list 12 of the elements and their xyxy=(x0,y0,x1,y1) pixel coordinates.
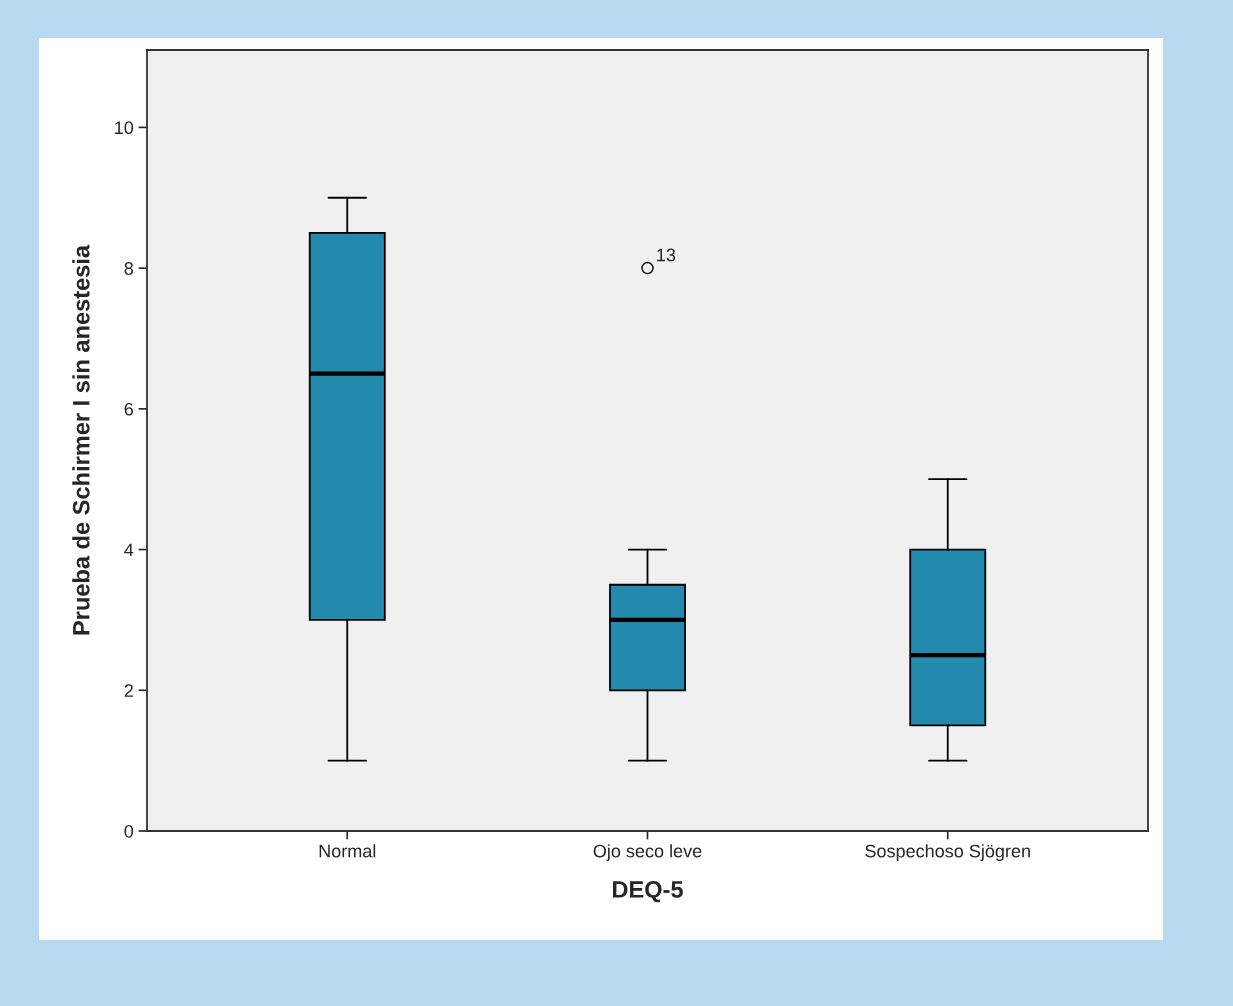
y-tick-label: 6 xyxy=(124,402,134,416)
x-tick-label: Sospechoso Sjögren xyxy=(865,844,1030,862)
y-tick-label: 0 xyxy=(124,824,134,838)
x-tick-label: Ojo seco leve xyxy=(593,844,702,862)
y-tick-label: 4 xyxy=(124,543,134,557)
y-tick-label: 10 xyxy=(115,121,134,135)
annotation: 13 xyxy=(657,248,676,262)
y-tick-label: 2 xyxy=(124,684,133,697)
y-tick-label: 8 xyxy=(124,262,134,275)
x-axis-title: DEQ-5 xyxy=(613,881,683,903)
x-tick-label: Normal xyxy=(319,844,376,858)
y-axis-title: Prueba de Schirmer I sin anestesia xyxy=(72,244,90,635)
